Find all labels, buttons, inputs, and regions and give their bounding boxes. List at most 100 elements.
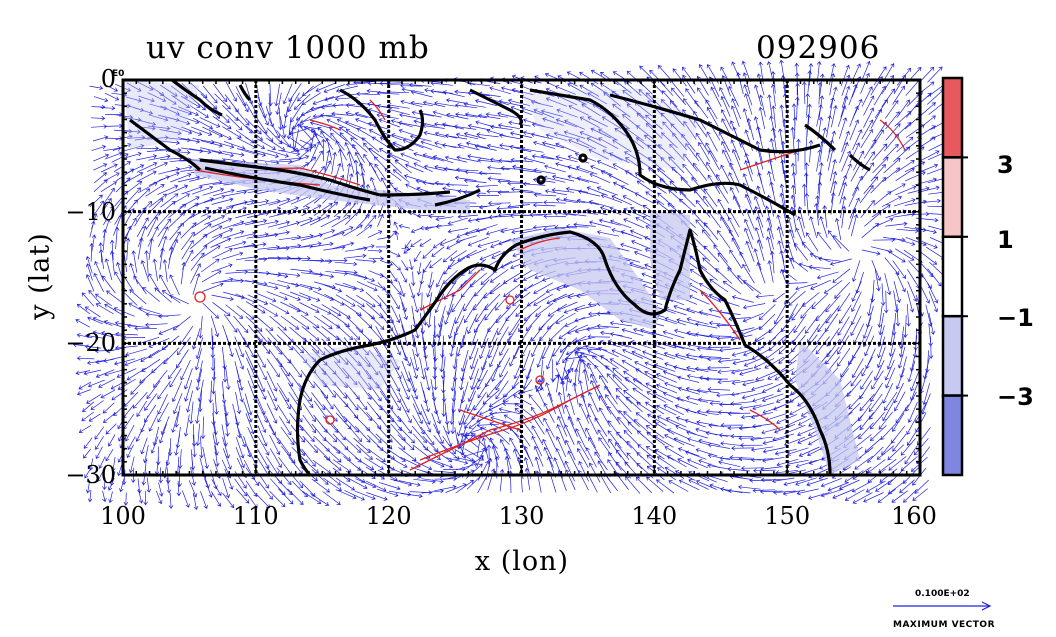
wind-vector — [687, 437, 709, 446]
wind-vector — [470, 368, 479, 390]
wind-vector — [797, 433, 819, 444]
wind-vector — [876, 445, 895, 460]
wind-vector — [281, 445, 296, 464]
wind-vector — [870, 425, 887, 442]
wind-vector — [177, 213, 195, 229]
wind-vector — [848, 345, 861, 366]
wind-vector — [705, 376, 728, 382]
wind-vector — [863, 492, 884, 503]
wind-vector — [831, 180, 838, 203]
wind-vector — [567, 83, 588, 95]
wind-vector — [222, 478, 231, 499]
wind-vector — [424, 368, 431, 391]
wind-vector — [85, 274, 95, 292]
wind-vector — [553, 131, 576, 140]
wind-vector — [152, 258, 158, 281]
y-top-suffix: E0 — [112, 69, 125, 79]
wind-vector — [745, 240, 755, 263]
wind-vector — [98, 378, 116, 388]
wind-vector — [531, 435, 543, 457]
wind-vector — [755, 294, 774, 299]
wind-vector — [479, 250, 501, 261]
wind-vector — [633, 419, 651, 435]
wind-vector — [410, 90, 433, 98]
wind-vector — [678, 479, 700, 491]
wind-vector — [442, 435, 456, 455]
wind-vector — [522, 368, 532, 390]
wind-vector — [683, 120, 697, 140]
wind-vector — [709, 278, 729, 293]
wind-vector — [476, 422, 499, 428]
wind-vector — [844, 489, 865, 501]
wind-vector — [200, 140, 223, 148]
wind-vector — [647, 413, 667, 426]
wind-vector — [191, 215, 212, 229]
wind-vector — [222, 230, 245, 239]
wind-vector — [636, 125, 655, 140]
wind-vector — [129, 262, 139, 285]
wind-vector — [476, 193, 499, 198]
wind-vector — [177, 106, 199, 117]
wind-vector — [739, 443, 763, 448]
wind-vector — [466, 248, 488, 259]
wind-vector — [148, 346, 168, 359]
wind-vector — [92, 316, 113, 326]
wind-vector — [554, 85, 576, 95]
wind-vector — [744, 129, 753, 152]
wind-vector — [433, 449, 453, 463]
wind-vector — [634, 192, 655, 205]
wind-vector — [791, 302, 806, 321]
wind-vector — [792, 116, 798, 140]
wind-vector — [128, 302, 149, 315]
wind-vector — [374, 163, 387, 182]
wind-vector — [694, 100, 709, 119]
wind-vector — [389, 433, 406, 450]
wind-vector — [839, 195, 847, 219]
wind-vector — [645, 382, 666, 394]
wind-vector — [214, 445, 220, 467]
wind-vector — [278, 389, 291, 410]
wind-vector — [344, 392, 359, 411]
wind-vector — [684, 418, 707, 428]
wind-vector — [502, 401, 524, 406]
wind-vector — [882, 383, 894, 404]
wind-vector — [75, 318, 90, 328]
wind-vector — [397, 415, 412, 434]
wind-vector — [721, 141, 732, 162]
wind-vector — [400, 271, 408, 283]
wind-vector — [720, 164, 732, 185]
wind-vector — [826, 338, 841, 358]
wind-vector — [148, 414, 158, 432]
wind-vector — [612, 367, 630, 383]
wind-vector — [98, 249, 105, 269]
wind-vector — [367, 81, 391, 86]
wind-vector — [624, 377, 643, 392]
wind-vector — [749, 478, 772, 483]
wind-vector — [760, 477, 784, 483]
wind-vector — [188, 401, 194, 425]
wind-vector — [357, 244, 375, 250]
wind-vector — [413, 334, 420, 358]
wind-vector — [904, 161, 926, 173]
wind-vector — [664, 316, 687, 326]
wind-vector — [456, 228, 478, 239]
wind-vector — [489, 411, 512, 416]
wind-vector — [487, 337, 498, 359]
wind-vector — [195, 401, 201, 424]
wind-vector — [234, 361, 242, 384]
wind-vector — [532, 202, 556, 208]
wind-vector — [756, 239, 765, 262]
wind-vector — [753, 358, 775, 369]
wind-vector — [819, 73, 825, 96]
wind-vector — [174, 434, 181, 456]
wind-vector — [500, 165, 524, 171]
wind-vector — [546, 293, 567, 305]
wind-vector — [487, 176, 510, 181]
colorbar-band — [941, 314, 964, 397]
wind-vector — [211, 129, 232, 141]
wind-vector — [829, 73, 836, 96]
wind-vector — [266, 380, 278, 402]
wind-vector — [343, 401, 359, 419]
wind-vector — [387, 412, 402, 432]
wind-vector — [464, 228, 487, 236]
